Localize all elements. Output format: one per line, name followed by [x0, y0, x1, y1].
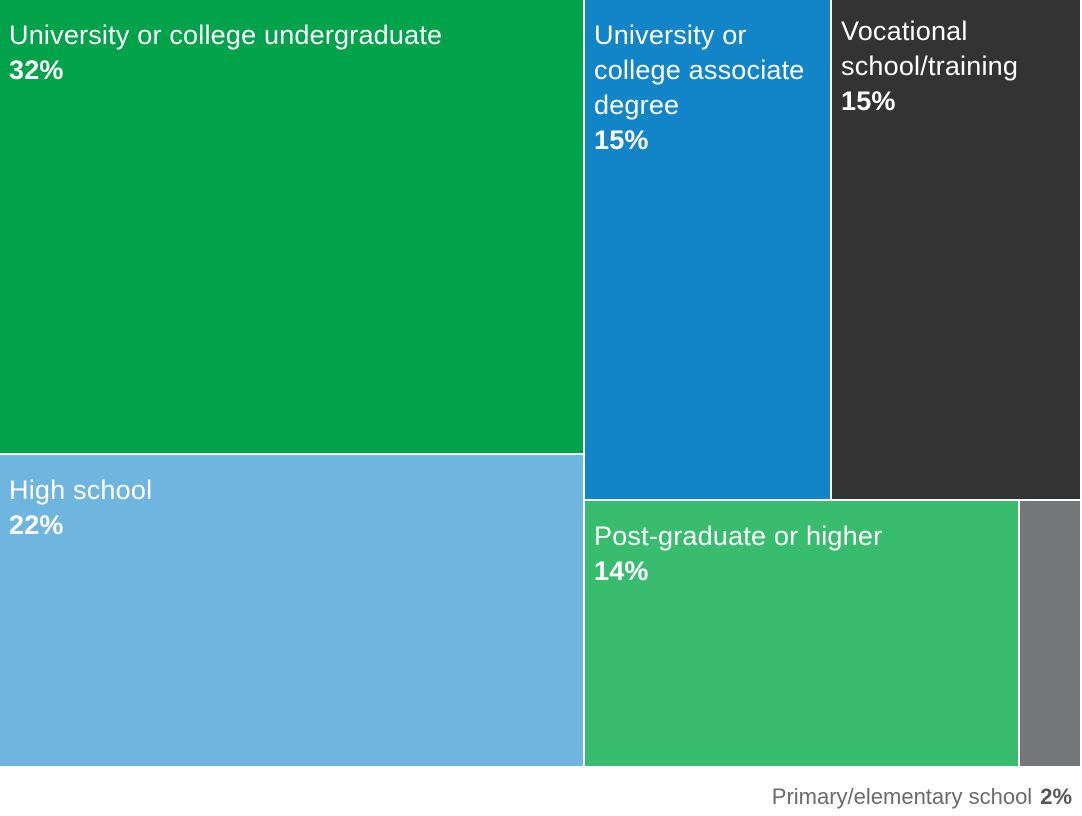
tile-vocational-value: 15% [841, 86, 896, 116]
primary-school-name: Primary/elementary school [771, 784, 1033, 809]
primary-school-callout: Primary/elementary school 2% [772, 784, 1072, 810]
tile-primary-school [1020, 501, 1082, 768]
tile-associate-degree: University or college associate degree 15… [585, 0, 832, 501]
tile-associate-degree-name: University or college associate degree [594, 20, 805, 120]
tile-vocational: Vocational school/training 15% [832, 0, 1082, 501]
tile-post-graduate-label: Post-graduate or higher 14% [594, 519, 1012, 589]
tile-high-school-label: High school 22% [9, 473, 577, 543]
tile-undergraduate-value: 32% [9, 55, 64, 85]
tile-high-school-name: High school [9, 475, 153, 505]
tile-vocational-name: Vocational school/training [841, 16, 1019, 81]
tile-associate-degree-value: 15% [594, 125, 649, 155]
tile-post-graduate-value: 14% [594, 556, 649, 586]
tile-post-graduate-name: Post-graduate or higher [594, 521, 883, 551]
tile-undergraduate-name: University or college undergraduate [9, 20, 443, 50]
tile-high-school-value: 22% [9, 510, 64, 540]
tile-undergraduate: University or college undergraduate 32% [0, 0, 585, 455]
tile-associate-degree-label: University or college associate degree 15… [594, 18, 824, 158]
tile-vocational-label: Vocational school/training 15% [841, 14, 1074, 119]
tile-undergraduate-label: University or college undergraduate 32% [9, 18, 577, 88]
primary-school-value: 2% [1040, 784, 1072, 809]
tile-high-school: High school 22% [0, 455, 585, 768]
tile-post-graduate: Post-graduate or higher 14% [585, 501, 1020, 768]
